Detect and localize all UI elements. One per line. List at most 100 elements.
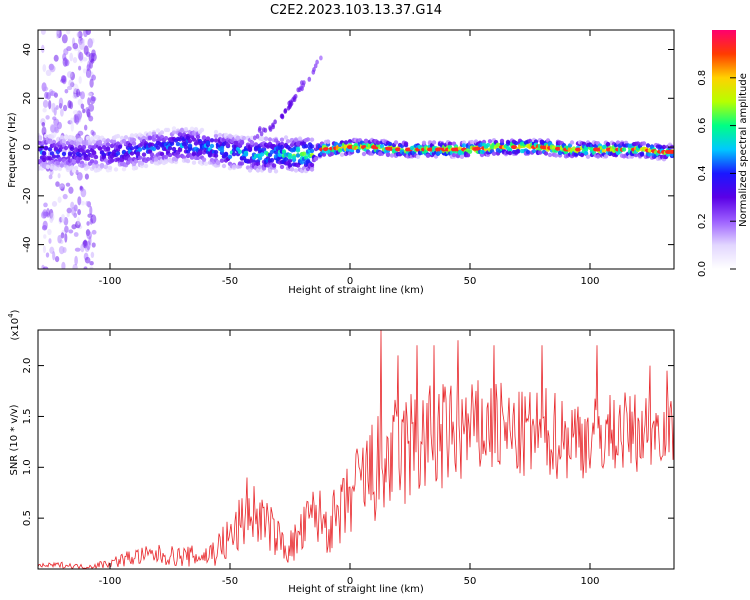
heatmap-cell [469,139,475,145]
heatmap-cell [151,146,157,152]
heatmap-cell [159,130,165,135]
heatmap-cell [52,116,57,121]
heatmap-cell [87,92,93,97]
heatmap-cell [277,152,283,158]
heatmap-cell [70,201,75,210]
heatmap-cell [159,151,165,157]
heatmap-cell [82,108,86,114]
heatmap-cell [47,139,53,145]
colorbar-tick-label: 0.0 [697,261,708,277]
heatmap-cell [153,157,159,162]
heatmap-cell [385,152,391,158]
colorbar-tick-label: 0.4 [697,165,708,181]
spectrogram-y-ticks: -40 -20 0 20 40 [22,43,674,253]
heatmap-cell [299,160,305,165]
heatmap-cell [63,104,68,112]
heatmap-cell [513,140,519,146]
heatmap-cell [585,154,591,159]
heatmap-cell [163,159,169,164]
heatmap-cell [267,168,273,174]
heatmap-cell [53,146,59,151]
heatmap-cell [47,228,52,236]
snr-y-axis-label: SNR (10 * v/v) [9,404,20,475]
heatmap-cell [213,150,219,155]
heatmap-cell [77,208,81,216]
heatmap-cell [491,151,497,156]
x-tick-label: -100 [99,276,122,287]
heatmap-cell [286,105,291,111]
heatmap-cell [71,224,77,230]
heatmap-cell [459,154,465,159]
heatmap-cell [287,162,293,168]
heatmap-cell [185,158,191,164]
heatmap-cell [533,139,539,144]
heatmap-cell [301,151,307,156]
heatmap-cell [69,146,75,152]
heatmap-cell [147,136,153,141]
heatmap-cell [283,157,289,162]
heatmap-cell [343,140,349,145]
spectrogram-x-ticks: -100 -50 0 50 100 [99,30,600,287]
heatmap-cell [507,147,513,152]
heatmap-cell [253,135,257,141]
heatmap-cell [80,91,85,100]
y-tick-label: 1.5 [22,408,33,424]
snr-frame [37,329,675,570]
heatmap-cell [105,147,111,152]
heatmap-cell [295,153,301,158]
x-tick-label: 100 [580,576,599,587]
heatmap-cell [183,145,189,150]
heatmap-cell [62,57,68,67]
heatmap-cell [84,173,89,180]
heatmap-cell [97,146,103,151]
heatmap-cell [183,127,189,132]
heatmap-cell [89,261,94,266]
heatmap-cell [74,247,81,252]
heatmap-cell [78,76,82,84]
colorbar-label: Normalized spectral amplitude [738,73,749,227]
heatmap-cell [273,119,277,125]
heatmap-cell [42,220,48,230]
heatmap-cell [63,145,69,151]
heatmap-cell [85,51,91,57]
heatmap-cell [339,152,345,157]
spectrogram-x-axis-label: Height of straight line (km) [288,285,424,296]
heatmap-cell [85,107,90,114]
heatmap-cell [90,129,95,136]
heatmap-cell [87,38,93,49]
heatmap-cell [129,146,135,151]
heatmap-cell [525,149,531,155]
y-tick-label: 1.0 [22,459,33,475]
heatmap-cell [69,101,74,110]
heatmap-cell [163,154,169,160]
heatmap-cell [69,140,75,145]
heatmap-cell [75,169,79,176]
heatmap-cell [287,158,293,163]
heatmap-cell [42,99,49,108]
spectrogram-panel: -100 -50 0 50 100 -40 -20 0 20 40 Height of stra… [7,29,675,296]
heatmap-cell [76,216,81,226]
heatmap-cell [133,165,139,171]
heatmap-cell [49,90,56,97]
heatmap-cell [86,71,91,78]
heatmap-cell [123,135,129,140]
heatmap-cell [309,148,315,154]
y-tick-label: 20 [22,92,33,105]
heatmap-cell [72,57,78,64]
heatmap-cell [145,157,151,162]
heatmap-cell [313,63,318,69]
heatmap-cell [41,157,47,163]
x-tick-label: 50 [464,276,477,287]
heatmap-cell [197,150,203,156]
heatmap-cell [205,136,211,141]
heatmap-cell [78,51,84,61]
heatmap-cell [105,138,111,143]
spectrogram-frame [37,29,675,270]
y-tick-label: -40 [22,236,33,252]
heatmap-cell [83,266,88,269]
snr-series-line [38,330,674,569]
heatmap-cell [63,134,69,140]
heatmap-cell [68,186,74,194]
heatmap-cell [51,200,58,207]
snr-y-multiplier-exponent: 4 [7,313,15,318]
